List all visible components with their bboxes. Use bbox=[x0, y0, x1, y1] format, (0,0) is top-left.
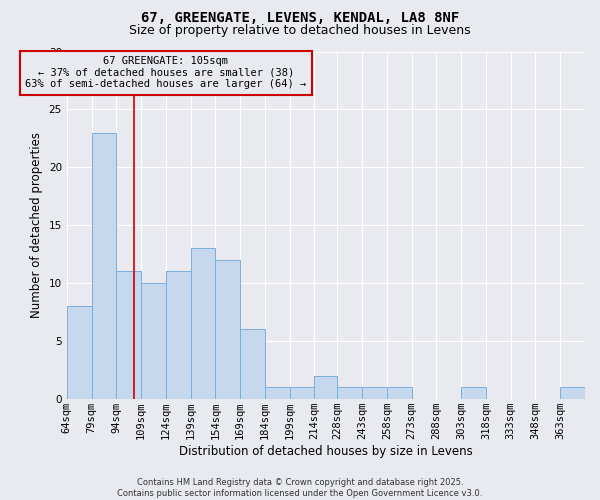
Bar bbox=[116, 272, 141, 398]
Bar bbox=[92, 132, 116, 398]
Text: Size of property relative to detached houses in Levens: Size of property relative to detached ho… bbox=[129, 24, 471, 37]
Bar bbox=[215, 260, 240, 398]
Bar bbox=[362, 387, 387, 398]
Bar bbox=[265, 387, 290, 398]
X-axis label: Distribution of detached houses by size in Levens: Distribution of detached houses by size … bbox=[179, 444, 473, 458]
Bar bbox=[461, 387, 486, 398]
Bar bbox=[337, 387, 362, 398]
Y-axis label: Number of detached properties: Number of detached properties bbox=[30, 132, 43, 318]
Bar bbox=[290, 387, 314, 398]
Bar bbox=[387, 387, 412, 398]
Bar bbox=[314, 376, 337, 398]
Bar bbox=[191, 248, 215, 398]
Bar bbox=[166, 272, 191, 398]
Bar bbox=[240, 329, 265, 398]
Text: 67 GREENGATE: 105sqm
← 37% of detached houses are smaller (38)
63% of semi-detac: 67 GREENGATE: 105sqm ← 37% of detached h… bbox=[25, 56, 307, 90]
Text: 67, GREENGATE, LEVENS, KENDAL, LA8 8NF: 67, GREENGATE, LEVENS, KENDAL, LA8 8NF bbox=[141, 11, 459, 25]
Bar bbox=[560, 387, 585, 398]
Bar bbox=[141, 283, 166, 399]
Text: Contains HM Land Registry data © Crown copyright and database right 2025.
Contai: Contains HM Land Registry data © Crown c… bbox=[118, 478, 482, 498]
Bar bbox=[67, 306, 92, 398]
